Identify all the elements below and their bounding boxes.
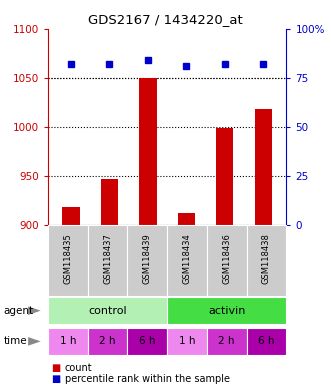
Text: GSM118435: GSM118435	[63, 233, 72, 284]
Text: GDS2167 / 1434220_at: GDS2167 / 1434220_at	[88, 13, 243, 26]
Text: agent: agent	[3, 306, 33, 316]
Bar	[48, 225, 88, 296]
Text: 2 h: 2 h	[99, 336, 116, 346]
Bar	[247, 328, 286, 355]
Bar	[207, 225, 247, 296]
Text: control: control	[88, 306, 127, 316]
Bar	[139, 78, 157, 225]
Text: time: time	[3, 336, 27, 346]
Text: ■: ■	[51, 374, 61, 384]
Bar	[127, 328, 167, 355]
Text: count: count	[65, 363, 92, 373]
Bar	[48, 297, 167, 324]
Text: 2 h: 2 h	[218, 336, 235, 346]
Bar	[207, 328, 247, 355]
Bar	[216, 128, 233, 225]
Text: 6 h: 6 h	[258, 336, 275, 346]
Text: GSM118436: GSM118436	[222, 233, 231, 284]
Text: GSM118438: GSM118438	[262, 233, 271, 284]
Bar	[167, 225, 207, 296]
Bar	[88, 328, 127, 355]
Bar	[167, 328, 207, 355]
Bar	[101, 179, 118, 225]
Polygon shape	[28, 306, 41, 315]
Polygon shape	[28, 337, 41, 346]
Text: ■: ■	[51, 363, 61, 373]
Text: percentile rank within the sample: percentile rank within the sample	[65, 374, 229, 384]
Bar	[178, 213, 195, 225]
Text: GSM118434: GSM118434	[182, 233, 192, 284]
Bar	[255, 109, 272, 225]
Bar	[167, 297, 286, 324]
Text: 6 h: 6 h	[139, 336, 156, 346]
Text: activin: activin	[208, 306, 245, 316]
Text: 1 h: 1 h	[60, 336, 76, 346]
Text: 1 h: 1 h	[179, 336, 195, 346]
Bar	[247, 225, 286, 296]
Bar	[88, 225, 127, 296]
Text: GSM118439: GSM118439	[143, 233, 152, 284]
Bar	[63, 207, 80, 225]
Bar	[48, 328, 88, 355]
Bar	[127, 225, 167, 296]
Text: GSM118437: GSM118437	[103, 233, 112, 284]
